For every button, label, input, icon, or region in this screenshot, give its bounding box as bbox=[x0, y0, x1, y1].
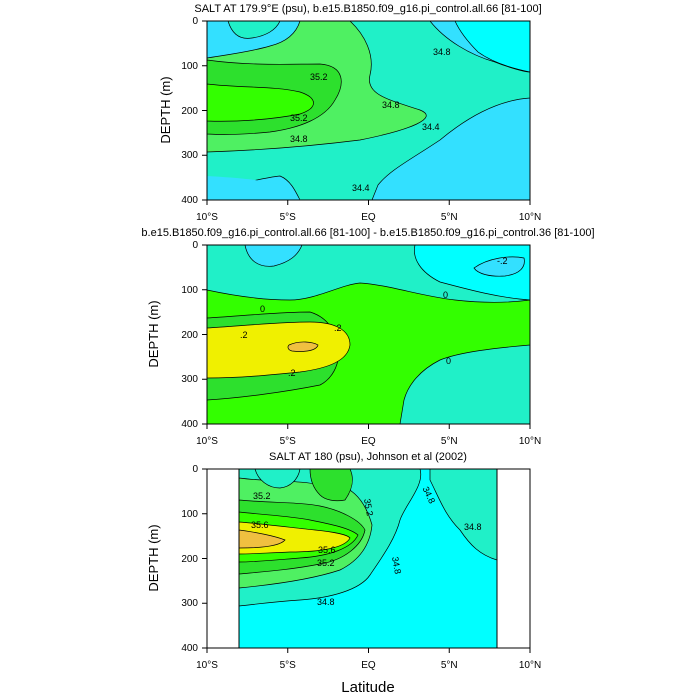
panel-2-ytick-3: 300 bbox=[181, 374, 198, 385]
panel-1-title: SALT AT 179.9°E (psu), b.e15.B1850.f09_g… bbox=[194, 3, 541, 15]
panel-2-xtick-1: 5°S bbox=[280, 436, 297, 447]
panel-3-xtick-3: 5°N bbox=[441, 660, 458, 671]
panel-1-ticks bbox=[202, 20, 531, 205]
panel-1: SALT AT 179.9°E (psu), b.e15.B1850.f09_g… bbox=[158, 3, 542, 223]
panel-1-clabel-4: 34.8 bbox=[433, 47, 451, 57]
panel-1-clabel-5: 34.4 bbox=[422, 122, 440, 132]
panel-3: SALT AT 180 (psu), Johnson et al (2002) … bbox=[146, 451, 541, 696]
panel-3-clabel-6: 35.6 bbox=[318, 545, 336, 555]
panel-1-surface-cyan bbox=[207, 21, 301, 59]
panel-3-clabel-8: 34.8 bbox=[317, 597, 335, 607]
panel-3-xtick-0: 10°S bbox=[196, 660, 218, 671]
panel-3-title: SALT AT 180 (psu), Johnson et al (2002) bbox=[269, 451, 467, 463]
panel-2-ytick-2: 200 bbox=[181, 330, 198, 341]
panel-2-clabel-2: 0 bbox=[443, 290, 448, 300]
panel-2-title: b.e15.B1850.f09_g16.pi_control.all.66 [8… bbox=[141, 227, 594, 239]
panel-2-xtick-0: 10°S bbox=[196, 436, 218, 447]
panel-2-ne-cyan2 bbox=[473, 256, 525, 277]
panel-3-clabel-7: 35.2 bbox=[317, 558, 335, 568]
panel-3-clabel-5: 35.6 bbox=[251, 520, 269, 530]
panel-3-clabel-3: 34.8 bbox=[464, 522, 482, 532]
panel-2-band-posB bbox=[207, 321, 351, 379]
panel-3-clabel-0: 35.2 bbox=[253, 491, 271, 501]
panel-2-clabel-6: .2 bbox=[288, 368, 296, 378]
panel-2-surface-cyan bbox=[244, 245, 303, 267]
panel-1-clabel-3: 34.8 bbox=[382, 100, 400, 110]
panel-3-surface-teal bbox=[254, 469, 301, 489]
panel-2-ylabel: DEPTH (m) bbox=[146, 300, 161, 367]
panel-1-clabel-1: 35.2 bbox=[290, 113, 308, 123]
panel-1-xtick-0: 10°S bbox=[196, 212, 218, 223]
panel-1-ne-cyan bbox=[454, 21, 530, 73]
panel-2-ytick-0: 0 bbox=[192, 240, 198, 251]
panel-3-ytick-3: 300 bbox=[181, 598, 198, 609]
panel-3-ytick-4: 400 bbox=[181, 643, 198, 654]
panel-2-clabel-4: .2 bbox=[240, 330, 248, 340]
panel-3-surface-green bbox=[309, 469, 353, 502]
panel-2-ytick-1: 100 bbox=[181, 285, 198, 296]
panel-3-xtick-2: EQ bbox=[361, 660, 376, 671]
panel-1-contour-fill bbox=[207, 21, 530, 200]
panel-2-contour-fill bbox=[207, 245, 530, 424]
panel-1-xtick-4: 10°N bbox=[519, 212, 541, 223]
panel-3-clabel-1: 35.2 bbox=[362, 498, 375, 517]
panel-1-south-cyan bbox=[207, 176, 300, 200]
panel-2-clabel-0: -.2 bbox=[497, 256, 508, 266]
panel-1-ytick-1: 100 bbox=[181, 61, 198, 72]
panel-2-clabel-5: .2 bbox=[334, 323, 342, 333]
panel-1-xtick-2: EQ bbox=[361, 212, 376, 223]
panel-2-max-blob bbox=[287, 341, 319, 352]
x-axis-label: Latitude bbox=[341, 679, 394, 696]
panel-2-ticks bbox=[202, 244, 531, 429]
panel-1-ytick-2: 200 bbox=[181, 106, 198, 117]
panel-2-ytick-4: 400 bbox=[181, 419, 198, 430]
panel-1-surface-teal bbox=[227, 21, 281, 39]
panel-1-band-35.6 bbox=[207, 83, 314, 122]
panel-2-xtick-4: 10°N bbox=[519, 436, 541, 447]
panel-3-xtick-4: 10°N bbox=[519, 660, 541, 671]
panel-3-max-blob bbox=[239, 529, 286, 549]
panel-3-ytick-1: 100 bbox=[181, 509, 198, 520]
panel-1-xtick-3: 5°N bbox=[441, 212, 458, 223]
panel-2-clabel-1: 0 bbox=[260, 304, 265, 314]
panel-1-clabel-0: 35.2 bbox=[310, 72, 328, 82]
panel-3-ticks bbox=[202, 468, 531, 653]
panel-3-contour-fill bbox=[239, 469, 497, 648]
panel-1-ylabel: DEPTH (m) bbox=[158, 76, 173, 143]
panel-3-east-teal bbox=[429, 469, 497, 561]
panel-1-ytick-4: 400 bbox=[181, 195, 198, 206]
panel-3-clabel-4: 34.8 bbox=[390, 556, 403, 575]
panel-1-clabel-2: 34.8 bbox=[290, 134, 308, 144]
panel-2-clabel-3: 0 bbox=[446, 356, 451, 366]
panel-1-ytick-3: 300 bbox=[181, 150, 198, 161]
panel-3-ylabel: DEPTH (m) bbox=[146, 524, 161, 591]
panel-1-xtick-1: 5°S bbox=[280, 212, 297, 223]
panel-3-ytick-2: 200 bbox=[181, 554, 198, 565]
panel-2-xtick-3: 5°N bbox=[441, 436, 458, 447]
panel-2: b.e15.B1850.f09_g16.pi_control.all.66 [8… bbox=[141, 227, 594, 447]
panel-3-xtick-1: 5°S bbox=[280, 660, 297, 671]
panel-1-clabel-6: 34.4 bbox=[352, 183, 370, 193]
panel-3-ytick-0: 0 bbox=[192, 464, 198, 475]
panel-2-xtick-2: EQ bbox=[361, 436, 376, 447]
panel-1-ytick-0: 0 bbox=[192, 16, 198, 27]
